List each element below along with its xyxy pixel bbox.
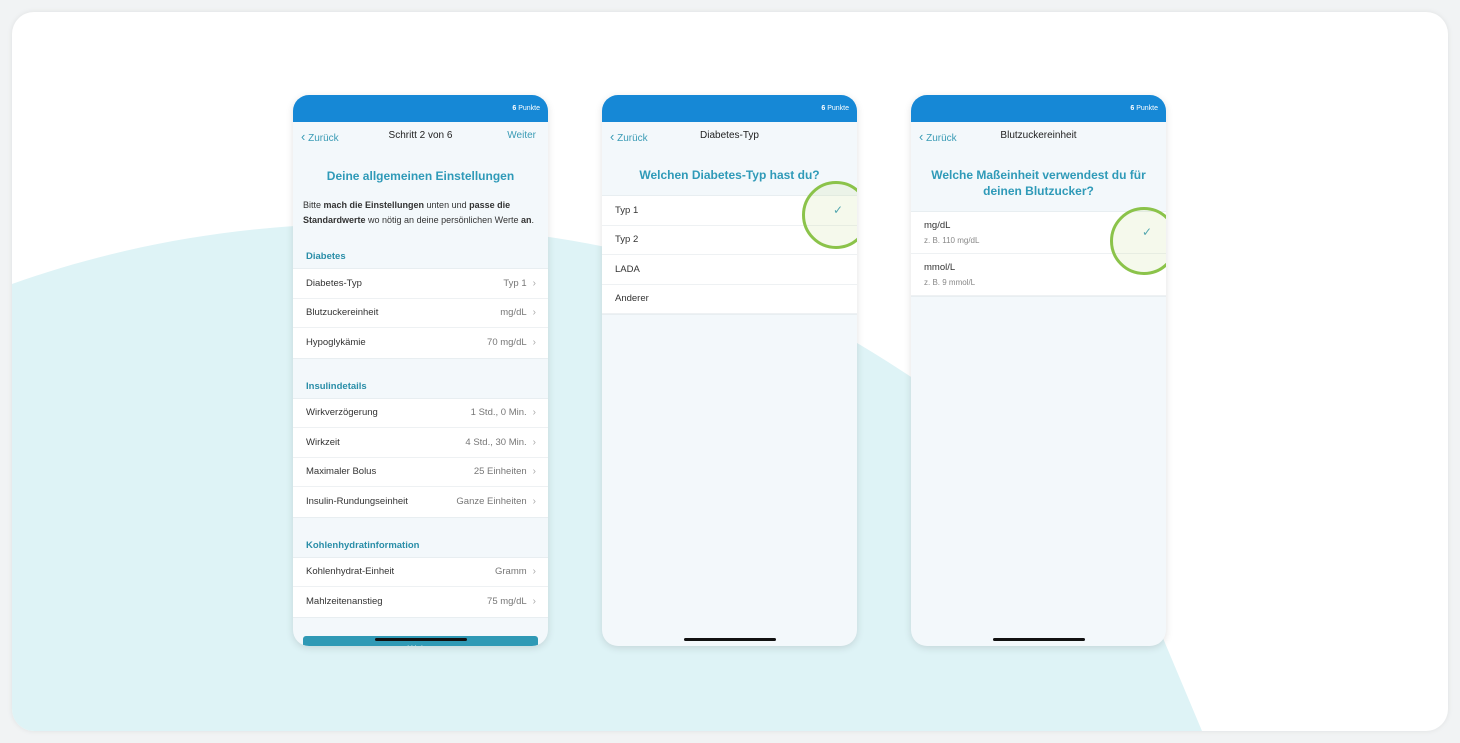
settings-row[interactable]: Diabetes-Typ Typ 1 › bbox=[293, 269, 548, 299]
settings-row[interactable]: Wirkzeit 4 Std., 30 Min. › bbox=[293, 428, 548, 458]
chevron-right-icon: › bbox=[532, 496, 536, 508]
setting-value: Typ 1 bbox=[503, 277, 527, 289]
next-button[interactable]: Weiter bbox=[507, 130, 536, 141]
setting-label: Diabetes-Typ bbox=[306, 277, 362, 289]
settings-row[interactable]: Maximaler Bolus 25 Einheiten › bbox=[293, 458, 548, 487]
status-bar: 6 Punkte bbox=[911, 95, 1166, 122]
continue-button[interactable]: Weiter bbox=[303, 636, 538, 646]
setting-value: 70 mg/dL bbox=[487, 337, 527, 349]
setting-label: Insulin-Rundungseinheit bbox=[306, 496, 408, 508]
intro-text: Bitte mach die Einstellungen unten und p… bbox=[293, 198, 548, 227]
option-label: mg/dL bbox=[924, 220, 951, 231]
setting-value: mg/dL bbox=[500, 307, 527, 319]
settings-row[interactable]: Mahlzeitenanstieg 75 mg/dL › bbox=[293, 587, 548, 617]
chevron-right-icon: › bbox=[532, 436, 536, 448]
option-example: z. B. 110 mg/dL bbox=[924, 236, 980, 245]
setting-label: Maximaler Bolus bbox=[306, 466, 377, 478]
setting-label: Wirkzeit bbox=[306, 436, 340, 448]
chevron-left-icon: ‹ bbox=[301, 129, 306, 144]
home-indicator bbox=[993, 638, 1085, 641]
setting-value: 4 Std., 30 Min. bbox=[465, 436, 527, 448]
section-header: Insulindetails bbox=[306, 380, 367, 392]
question-title: Welchen Diabetes-Typ hast du? bbox=[639, 168, 820, 182]
back-button[interactable]: ‹ Zurück bbox=[919, 129, 957, 144]
option-example: z. B. 9 mmol/L bbox=[924, 278, 976, 287]
nav-title: Diabetes-Typ bbox=[700, 130, 759, 141]
chevron-left-icon: ‹ bbox=[919, 129, 924, 144]
setting-value: Ganze Einheiten bbox=[456, 496, 527, 508]
intro-text-part: wo nötig an deine persönlichen Werte bbox=[365, 214, 521, 225]
intro-text-part: . bbox=[531, 214, 534, 225]
setting-value: 75 mg/dL bbox=[487, 596, 527, 608]
chevron-right-icon: › bbox=[532, 407, 536, 419]
chevron-right-icon: › bbox=[532, 277, 536, 289]
intro-text-part: mach die Einstellungen bbox=[323, 200, 425, 210]
option-label: Typ 2 bbox=[615, 234, 639, 246]
nav-bar: ‹ Zurück Diabetes-Typ bbox=[602, 122, 857, 150]
intro-text-part: Bitte bbox=[303, 200, 324, 210]
page-title: Deine allgemeinen Einstellungen bbox=[326, 169, 515, 183]
highlight-ring bbox=[1110, 207, 1166, 275]
chevron-right-icon: › bbox=[532, 596, 536, 608]
intro-text-part: unten und bbox=[424, 200, 470, 210]
option-label: LADA bbox=[615, 263, 640, 275]
nav-bar: ‹ Zurück Schritt 2 von 6 Weiter bbox=[293, 122, 548, 150]
option-label: Typ 1 bbox=[615, 204, 639, 216]
home-indicator bbox=[684, 638, 776, 641]
options-list: Typ 1 ✓ Typ 2 LADA Anderer bbox=[602, 195, 857, 315]
chevron-right-icon: › bbox=[532, 566, 536, 578]
chevron-right-icon: › bbox=[532, 466, 536, 478]
home-indicator bbox=[375, 638, 467, 641]
chevron-right-icon: › bbox=[532, 307, 536, 319]
setting-value: Gramm bbox=[494, 566, 527, 578]
section-header: Kohlenhydratinformation bbox=[306, 539, 420, 551]
option-item[interactable]: Typ 2 bbox=[602, 226, 857, 255]
status-bar: 6 Punkte bbox=[602, 95, 857, 122]
phone-settings-overview: 6 Punkte ‹ Zurück Schritt 2 von 6 Weiter… bbox=[293, 95, 548, 646]
highlight-ring bbox=[802, 181, 857, 249]
chevron-left-icon: ‹ bbox=[610, 129, 615, 144]
nav-bar: ‹ Zurück Blutzuckereinheit bbox=[911, 122, 1166, 150]
setting-value: 1 Std., 0 Min. bbox=[470, 407, 527, 419]
option-label: Anderer bbox=[615, 293, 649, 305]
option-item[interactable]: mmol/L z. B. 9 mmol/L bbox=[911, 254, 1166, 296]
chevron-right-icon: › bbox=[532, 337, 536, 349]
intro-text-part: an bbox=[520, 214, 532, 225]
settings-row[interactable]: Hypoglykämie 70 mg/dL › bbox=[293, 328, 548, 358]
nav-title: Blutzuckereinheit bbox=[1000, 130, 1077, 141]
settings-row[interactable]: Kohlenhydrat-Einheit Gramm › bbox=[293, 558, 548, 587]
intro-text-part: passe die Standardwerte bbox=[303, 200, 511, 225]
setting-label: Wirkverzögerung bbox=[306, 407, 378, 419]
nav-title: Schritt 2 von 6 bbox=[388, 130, 453, 141]
settings-group: Wirkverzögerung 1 Std., 0 Min. › Wirkzeit 4 … bbox=[293, 397, 548, 518]
setting-label: Hypoglykämie bbox=[306, 337, 366, 349]
question-title: Welche Maßeinheit verwendest du für deine… bbox=[931, 168, 1146, 198]
setting-label: Mahlzeitenanstieg bbox=[306, 596, 383, 608]
settings-row[interactable]: Blutzuckereinheit mg/dL › bbox=[293, 299, 548, 328]
settings-group: Kohlenhydrat-Einheit Gramm › Mahlzeitenanst… bbox=[293, 556, 548, 618]
status-bar: 6 Punkte bbox=[293, 95, 548, 122]
section-header: Diabetes bbox=[306, 251, 346, 262]
setting-label: Blutzuckereinheit bbox=[306, 307, 379, 319]
setting-value: 25 Einheiten bbox=[473, 466, 527, 478]
settings-row[interactable]: Insulin-Rundungseinheit Ganze Einheiten › bbox=[293, 487, 548, 517]
phone-diabetes-type: 6 Punkte ‹ Zurück Diabetes-Typ Welchen D… bbox=[602, 95, 857, 646]
back-button[interactable]: ‹ Zurück bbox=[610, 129, 648, 144]
phone-glucose-unit: 6 Punkte ‹ Zurück Blutzuckereinheit Welc… bbox=[911, 95, 1166, 646]
setting-label: Kohlenhydrat-Einheit bbox=[306, 566, 395, 578]
option-item[interactable]: LADA bbox=[602, 255, 857, 285]
settings-group: Diabetes-Typ Typ 1 › Blutzuckereinheit mg/dL… bbox=[293, 268, 548, 359]
option-label: mmol/L bbox=[924, 262, 956, 273]
option-item[interactable]: Anderer bbox=[602, 285, 857, 314]
back-button[interactable]: ‹ Zurück bbox=[301, 129, 339, 144]
settings-row[interactable]: Wirkverzögerung 1 Std., 0 Min. › bbox=[293, 399, 548, 428]
